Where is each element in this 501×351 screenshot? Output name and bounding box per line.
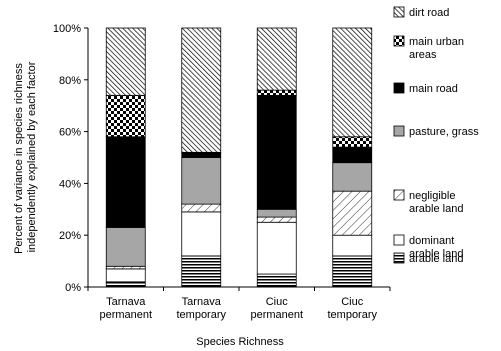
legend-label-line: areas: [409, 49, 437, 61]
legend-item: main road: [393, 82, 458, 95]
y-tick-label: 20%: [59, 230, 81, 242]
bar-stack: [332, 27, 373, 288]
bar-segment: [181, 157, 222, 205]
y-tick-label: 40%: [59, 178, 81, 190]
x-tick-label: Ciuc permanent: [250, 296, 303, 321]
bar-segment: [181, 211, 222, 257]
legend-label: negligible arable land: [409, 190, 463, 215]
legend-label: arable land: [409, 253, 463, 265]
legend-item: negligible arable land: [393, 189, 463, 215]
legend-label: main road: [409, 83, 458, 95]
x-tick-label-line: Ciuc: [341, 296, 364, 308]
legend-label-line: dirt road: [409, 7, 449, 19]
bar-segment: [256, 221, 297, 275]
y-tick-label: 80%: [59, 75, 81, 87]
bar-segment: [256, 208, 297, 218]
legend: dirt road main urban areas main road pasture…: [393, 6, 479, 265]
y-tick-label: 0%: [65, 282, 81, 294]
x-tick-label-line: Tarnava: [106, 296, 146, 308]
legend-item: pasture, grass: [393, 125, 479, 138]
x-tick-label-line: Ciuc: [266, 296, 289, 308]
y-tick-label: 100%: [53, 23, 81, 35]
bar-segment: [181, 27, 222, 153]
legend-label-line: main urban: [409, 36, 464, 48]
legend-swatch: [393, 35, 405, 47]
legend-swatch: [393, 6, 405, 18]
legend-label-line: pasture, grass: [409, 126, 479, 138]
legend-item: arable land: [393, 252, 463, 265]
x-tick-label-line: Tarnava: [182, 296, 222, 308]
y-axis: 0% 20% 40% 60% 80% 100%: [53, 23, 89, 294]
x-tick-label: Tarnava temporary: [176, 296, 226, 321]
x-tick-label-line: temporary: [327, 309, 377, 321]
legend-item: main urban areas: [393, 35, 464, 61]
legend-swatch: [393, 234, 405, 246]
legend-label-line: negligible: [409, 190, 455, 202]
x-axis-title: Species Richness: [196, 336, 284, 348]
y-axis-title: Percent of variance in species richness …: [13, 60, 38, 254]
bar-stack: [256, 27, 297, 288]
bar-segment: [332, 146, 373, 164]
bar-stack: [105, 27, 146, 288]
bar-segment: [332, 162, 373, 192]
legend-label: pasture, grass: [409, 126, 479, 138]
bar-segment: [105, 227, 146, 267]
bar-stack: [181, 27, 222, 288]
x-tick-label-line: permanent: [99, 309, 152, 321]
bar-segment: [105, 268, 146, 283]
legend-label-line: arable land: [409, 248, 463, 260]
legend-item: dirt road: [393, 6, 449, 19]
x-tick-label: Tarnava permanent: [99, 296, 152, 321]
legend-label: dirt road: [409, 7, 449, 19]
y-axis-title-line-1: Percent of variance in species richness: [13, 63, 25, 254]
bar-segment: [332, 255, 373, 288]
bars: [105, 27, 373, 288]
x-tick-label: Ciuc temporary: [327, 296, 377, 321]
bar-segment: [105, 27, 146, 96]
legend-label: main urban areas: [409, 36, 464, 61]
bar-segment: [105, 281, 146, 288]
legend-swatch: [393, 82, 405, 94]
bar-segment: [332, 27, 373, 138]
legend-swatch: [393, 189, 405, 201]
legend-label-line: dominant: [409, 235, 454, 247]
bar-segment: [256, 216, 297, 223]
legend-label: dominant arable land: [409, 235, 463, 260]
legend-label-line: arable land: [409, 253, 463, 265]
bar-segment: [332, 190, 373, 236]
legend-item: dominant arable land: [393, 234, 463, 260]
x-tick-label-line: temporary: [176, 309, 226, 321]
bar-segment: [332, 234, 373, 257]
legend-label-line: main road: [409, 83, 458, 95]
bar-segment: [256, 89, 297, 96]
bar-segment: [181, 151, 222, 158]
y-axis-title-line-2: independently explained by each factor: [26, 61, 38, 252]
bar-segment: [332, 136, 373, 148]
bar-segment: [256, 94, 297, 210]
bar-segment: [256, 273, 297, 288]
legend-swatch: [393, 252, 405, 264]
legend-swatch: [393, 125, 405, 137]
bar-segment: [105, 94, 146, 138]
legend-label-line: arable land: [409, 203, 463, 215]
bar-segment: [181, 255, 222, 288]
x-tick-label-line: permanent: [250, 309, 303, 321]
bar-segment: [256, 27, 297, 91]
bar-segment: [105, 136, 146, 228]
y-tick-label: 60%: [59, 127, 81, 139]
bar-segment: [181, 203, 222, 213]
